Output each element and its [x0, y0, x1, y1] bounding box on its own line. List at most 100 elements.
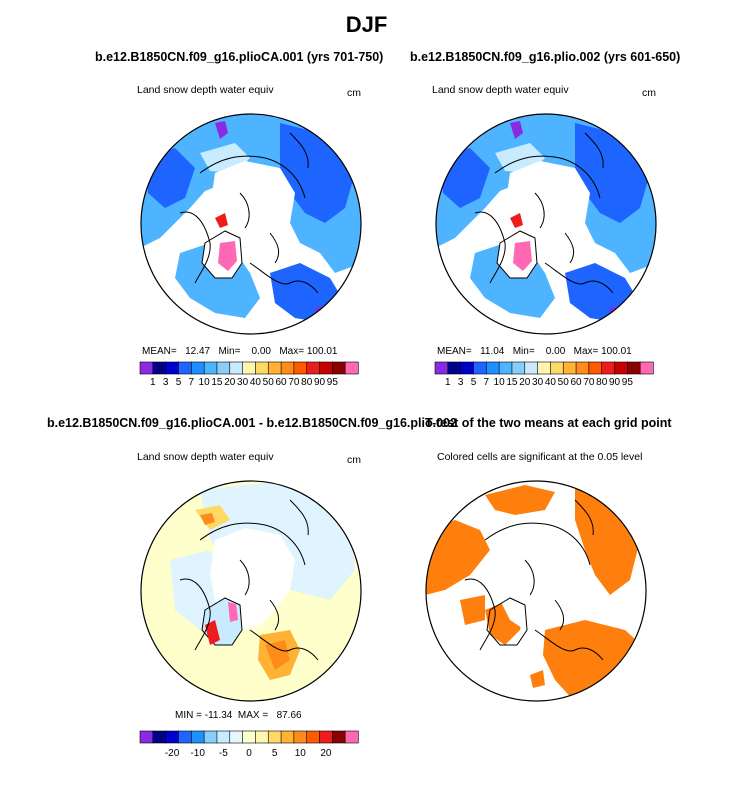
colorbar-tick-label: 20	[224, 377, 236, 388]
colorbar-swatch	[216, 730, 231, 744]
figure-title: DJF	[345, 12, 388, 37]
colorbar-swatch	[306, 361, 321, 375]
panel-2-map	[435, 113, 657, 335]
colorbar-tick-label: 15	[506, 377, 518, 388]
panel-4-subtitle: Colored cells are significant at the 0.0…	[437, 451, 643, 463]
colorbar-tick-label: 90	[609, 377, 621, 388]
colorbar-swatch	[601, 361, 616, 375]
colorbar-swatch	[344, 361, 359, 375]
colorbar-swatch	[165, 361, 180, 375]
colorbar-swatch	[473, 361, 487, 375]
colorbar-tick-label: -10	[190, 748, 205, 759]
colorbar-tick-label: 3	[458, 377, 464, 388]
panel-4-title: T-test of the two means at each grid poi…	[425, 416, 672, 430]
colorbar-swatch	[152, 730, 167, 744]
colorbar-swatch	[242, 730, 257, 744]
colorbar-tick-label: 70	[583, 377, 595, 388]
colorbar-tick-label: 90	[314, 377, 326, 388]
colorbar-swatch	[319, 730, 333, 744]
colorbar-swatch	[293, 361, 308, 375]
colorbar-swatch	[550, 361, 564, 375]
colorbar-tick-label: 80	[301, 377, 313, 388]
panel-2-colorbar: 1 3 5 7 10 15 20 30 40 50 60 70 80 90 95	[434, 361, 654, 388]
panel-3-colorbar: -20 -10 -5 0 5 10 20	[139, 730, 359, 759]
panel-2-title: b.e12.B1850CN.f09_g16.plio.002 (yrs 601-…	[410, 50, 681, 64]
colorbar-tick-label: 1	[150, 377, 156, 388]
colorbar-swatch	[139, 730, 154, 744]
colorbar-tick-label: 5	[176, 377, 182, 388]
colorbar-tick-label: 40	[545, 377, 557, 388]
colorbar-tick-label: 3	[163, 377, 169, 388]
colorbar-swatch	[639, 361, 654, 375]
colorbar-tick-label: -5	[219, 748, 228, 759]
sig-region-north	[485, 485, 555, 515]
colorbar-swatch	[511, 361, 526, 375]
colorbar-swatch	[524, 361, 539, 375]
panel-3-map	[140, 480, 362, 702]
colorbar-tick-label: 95	[327, 377, 339, 388]
colorbar-swatch	[627, 361, 641, 375]
colorbar-tick-label: 60	[275, 377, 287, 388]
colorbar-swatch	[242, 361, 257, 375]
colorbar-tick-label: 40	[250, 377, 262, 388]
colorbar-swatch	[190, 730, 205, 744]
colorbar-tick-label: 20	[519, 377, 531, 388]
colorbar-tick-label: 50	[263, 377, 275, 388]
colorbar-swatch	[178, 730, 192, 744]
colorbar-tick-label: 95	[622, 377, 634, 388]
colorbar-tick-label: 20	[320, 748, 332, 759]
colorbar-swatch	[255, 361, 269, 375]
greenland-peak	[513, 241, 532, 271]
colorbar-swatch	[255, 730, 269, 744]
colorbar-swatch	[190, 361, 205, 375]
colorbar-swatch	[165, 730, 180, 744]
greenland-peak	[218, 241, 237, 271]
panel-1-colorbar: 1 3 5 7 10 15 20 30 40 50 60 70 80 90 95	[139, 361, 359, 388]
colorbar-tick-label: -20	[165, 748, 180, 759]
colorbar-tick-label: 30	[237, 377, 249, 388]
colorbar-tick-label: 30	[532, 377, 544, 388]
colorbar-swatch	[537, 361, 552, 375]
colorbar-swatch	[498, 361, 513, 375]
colorbar-swatch	[229, 361, 244, 375]
colorbar-tick-label: 10	[295, 748, 307, 759]
colorbar-swatch	[306, 730, 321, 744]
sig-region-west	[426, 520, 490, 595]
diff-greenland-red	[205, 620, 220, 645]
panel-1-map	[140, 113, 362, 335]
colorbar-tick-label: 7	[484, 377, 490, 388]
colorbar-swatch	[332, 361, 346, 375]
colorbar-swatch	[280, 730, 295, 744]
colorbar-tick-label: 5	[471, 377, 477, 388]
colorbar-tick-label: 1	[445, 377, 451, 388]
panel-3-title: b.e12.B1850CN.f09_g16.plioCA.001 - b.e12…	[47, 416, 457, 430]
colorbar-swatch	[178, 361, 192, 375]
colorbar-tick-label: 50	[558, 377, 570, 388]
colorbar-swatch	[280, 361, 295, 375]
colorbar-swatch	[216, 361, 231, 375]
colorbar-swatch	[575, 361, 590, 375]
colorbar-tick-label: 7	[189, 377, 195, 388]
panel-2-subtitle: Land snow depth water equiv	[432, 84, 569, 96]
colorbar-swatch	[203, 361, 218, 375]
colorbar-tick-label: 70	[288, 377, 300, 388]
panel-3-unit: cm	[347, 454, 361, 466]
panel-4-map	[425, 480, 647, 702]
panel-1-title: b.e12.B1850CN.f09_g16.plioCA.001 (yrs 70…	[95, 50, 384, 64]
colorbar-tick-label: 60	[570, 377, 582, 388]
panel-1-subtitle: Land snow depth water equiv	[137, 84, 274, 96]
panel-1-unit: cm	[347, 87, 361, 99]
colorbar-swatch	[460, 361, 475, 375]
colorbar-swatch	[588, 361, 603, 375]
panel-3-stats: MIN = -11.34 MAX = 87.66	[175, 710, 302, 721]
colorbar-swatch	[152, 361, 167, 375]
colorbar-tick-label: 10	[494, 377, 506, 388]
colorbar-swatch	[139, 361, 154, 375]
panel-3-subtitle: Land snow depth water equiv	[137, 451, 274, 463]
panel-2-unit: cm	[642, 87, 656, 99]
colorbar-swatch	[293, 730, 308, 744]
colorbar-swatch	[562, 361, 577, 375]
colorbar-swatch	[229, 730, 244, 744]
panel-2-stats: MEAN= 11.04 Min= 0.00 Max= 100.01	[437, 346, 632, 357]
colorbar-tick-label: 5	[272, 748, 278, 759]
